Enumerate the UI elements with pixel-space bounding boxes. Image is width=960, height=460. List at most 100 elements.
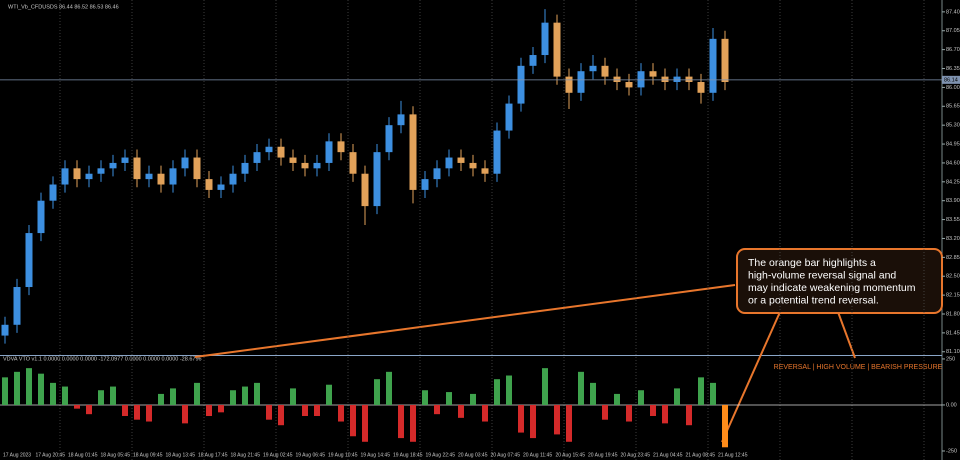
volume-bar — [254, 382, 260, 405]
y-tick-label: 85.30 — [946, 123, 960, 129]
volume-bar — [314, 404, 320, 417]
volume-bar — [470, 393, 476, 405]
x-tick-label: 18 Aug 17:45 — [198, 452, 228, 458]
candle-body — [265, 146, 273, 153]
x-tick-label: 19 Aug 02:45 — [263, 452, 293, 458]
last-price-box — [942, 75, 960, 84]
volume-bar — [62, 386, 68, 405]
indicator-header: VDVA VTO v1.1 0.0000 0.0000 0.0000 -172.… — [3, 356, 202, 362]
candle-body — [181, 157, 189, 169]
candle-body — [133, 157, 141, 180]
y-tick-label: 81.45 — [946, 330, 960, 336]
volume-bar — [338, 404, 344, 422]
x-tick-label: 19 Aug 06:45 — [296, 452, 326, 458]
candle-body — [481, 168, 489, 174]
volume-bar — [302, 404, 308, 417]
x-tick-label: 19 Aug 10:45 — [328, 452, 358, 458]
volume-bar — [134, 404, 140, 420]
x-tick-label: 19 Aug 18:45 — [393, 452, 423, 458]
volume-bar — [494, 379, 500, 405]
candle-body — [121, 157, 129, 163]
x-tick-label: 20 Aug 15:45 — [556, 452, 586, 458]
volume-bar — [2, 377, 8, 405]
candle-body — [145, 173, 153, 180]
x-tick-label: 17 Aug 2023 — [3, 452, 31, 458]
candle-body — [169, 168, 177, 185]
candle-body — [721, 38, 729, 83]
x-tick-label: 19 Aug 14:45 — [361, 452, 391, 458]
volume-bar — [14, 371, 20, 405]
y-tick-label: 87.40 — [946, 9, 960, 15]
candle-body — [325, 141, 333, 163]
candle-body — [649, 71, 657, 77]
candle-body — [73, 168, 81, 180]
last-price-label: 86.14 — [944, 77, 958, 83]
candle-body — [493, 130, 501, 174]
candle-body — [637, 71, 645, 88]
signal-label: REVERSAL | HIGH VOLUME | BEARISH PRESSUR… — [774, 364, 943, 371]
y-tick-label: 85.65 — [946, 104, 960, 110]
volume-bar — [422, 390, 428, 405]
y-tick-label: 83.55 — [946, 217, 960, 223]
volume-bar — [26, 368, 32, 405]
candle-body — [577, 71, 585, 93]
candle-body — [661, 76, 669, 83]
volume-bar — [482, 404, 488, 422]
y-tick-label: 86.35 — [946, 66, 960, 72]
candle-body — [25, 233, 33, 288]
candle-body — [589, 65, 597, 72]
volume-bar — [170, 388, 176, 405]
callout-text: The orange bar highlights a — [748, 257, 876, 269]
candle-body — [1, 324, 9, 336]
volume-bar — [674, 388, 680, 405]
candle-body — [553, 22, 561, 77]
callout-pointer — [194, 284, 736, 358]
volume-bar — [410, 404, 416, 442]
y-tick-label: 84.60 — [946, 160, 960, 166]
volume-bar — [590, 382, 596, 405]
volume-bar — [566, 404, 572, 442]
callout-text: or a potential trend reversal. — [748, 294, 879, 306]
candle-body — [433, 168, 441, 180]
y-tick-label: 82.50 — [946, 274, 960, 280]
y-tick-label: 82.85 — [946, 255, 960, 261]
candle-body — [517, 65, 525, 104]
y-tick-label: 87.05 — [946, 28, 960, 34]
volume-bar — [158, 393, 164, 405]
volume-bar — [602, 404, 608, 420]
volume-bar — [146, 404, 152, 422]
volume-bar — [446, 392, 452, 405]
volume-bar — [194, 382, 200, 405]
volume-bar — [530, 404, 536, 439]
volume-bar — [650, 404, 656, 417]
candle-body — [409, 114, 417, 190]
volume-bar — [290, 388, 296, 405]
volume-bar — [242, 386, 248, 405]
candle-body — [253, 152, 261, 163]
volume-bar — [278, 404, 284, 426]
candle-body — [349, 152, 357, 174]
candle-body — [13, 287, 21, 325]
candle-body — [565, 76, 573, 93]
volume-bar — [182, 404, 188, 424]
x-tick-label: 21 Aug 04:45 — [653, 452, 683, 458]
volume-bar — [614, 393, 620, 405]
x-tick-label: 18 Aug 05:45 — [101, 452, 131, 458]
candle-body — [109, 162, 117, 169]
candle-body — [385, 125, 393, 153]
volume-bar — [374, 379, 380, 405]
candle-body — [505, 103, 513, 131]
candle-body — [457, 157, 465, 163]
callout-box — [736, 248, 943, 314]
volume-bar — [350, 404, 356, 437]
x-tick-label: 21 Aug 12:45 — [718, 452, 748, 458]
volume-bar — [626, 404, 632, 422]
candle-body — [193, 157, 201, 180]
y-tick-label: 86.00 — [946, 85, 960, 91]
volume-bar — [38, 373, 44, 405]
candle-body — [613, 76, 621, 83]
volume-bar — [398, 404, 404, 439]
volume-bar — [554, 404, 560, 435]
